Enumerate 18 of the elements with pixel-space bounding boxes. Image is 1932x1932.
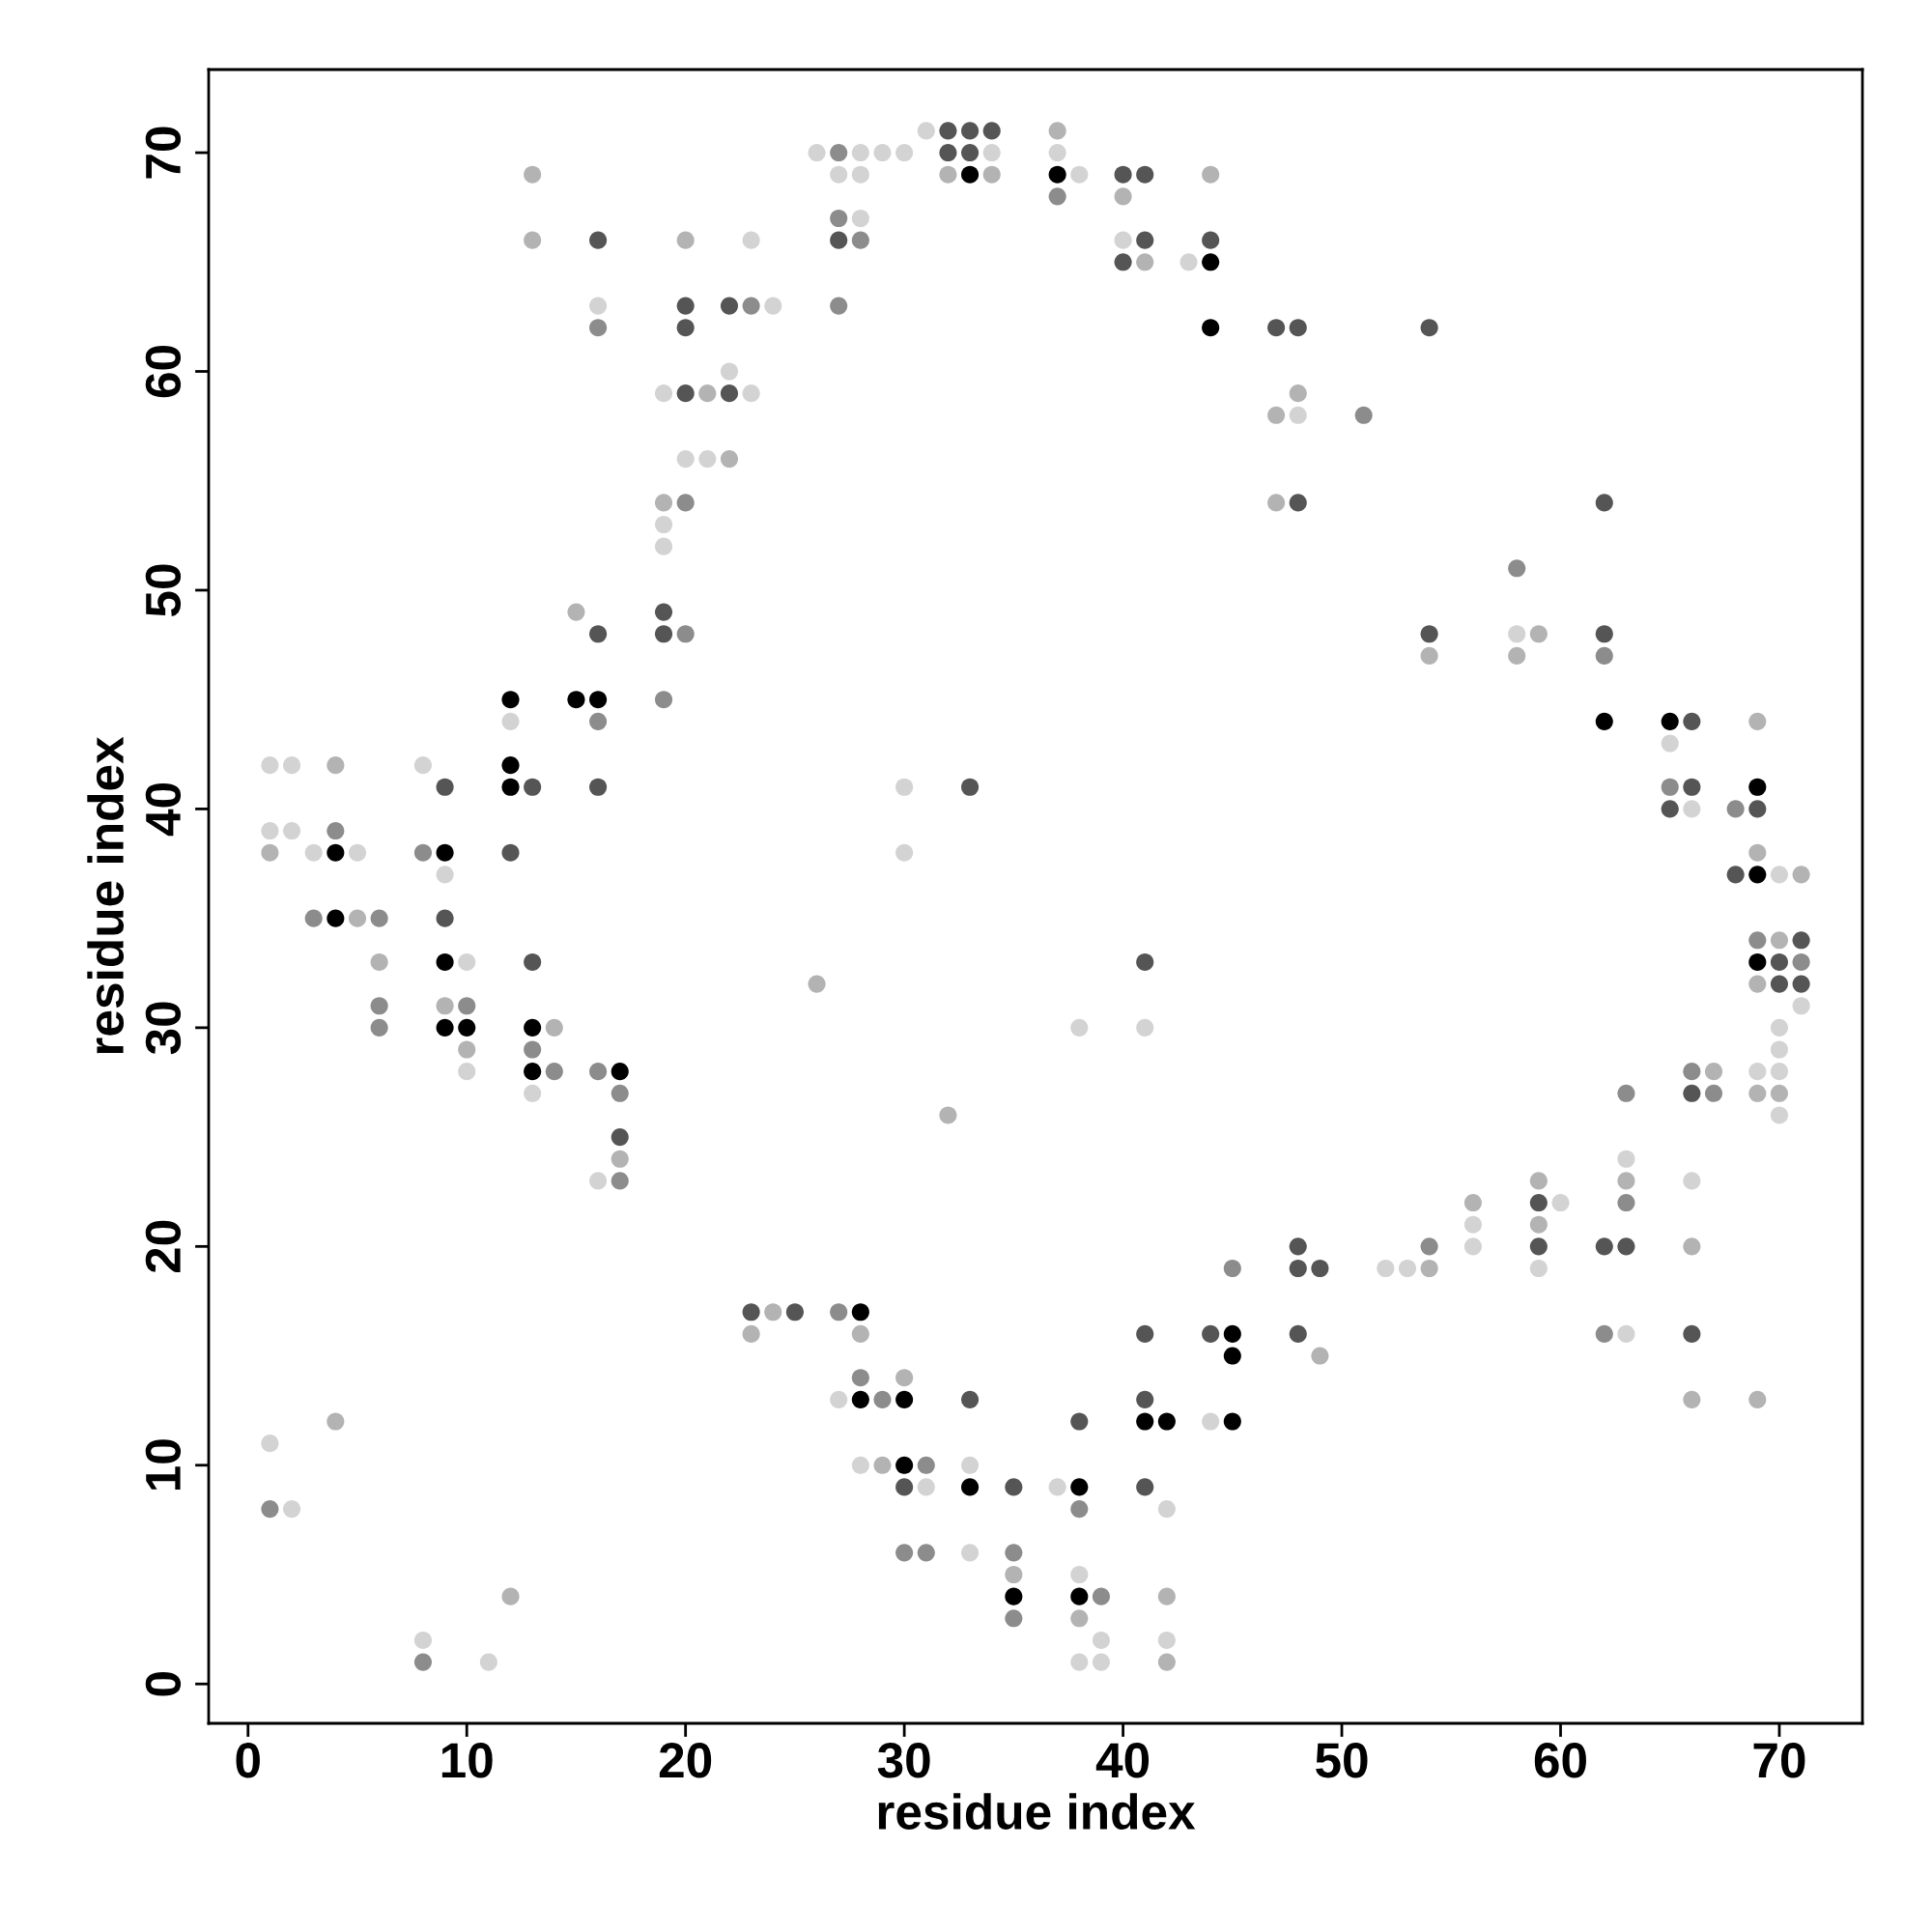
y-tick-label: 70	[145, 127, 182, 179]
y-tick-label: 30	[145, 1002, 182, 1055]
y-tick-label: 60	[145, 346, 182, 398]
x-tick-label: 40	[1095, 1743, 1150, 1778]
x-tick-label: 10	[441, 1743, 493, 1778]
x-tick-label: 70	[1753, 1743, 1805, 1778]
x-axis-title: residue index	[878, 1793, 1196, 1830]
x-tick-label: 60	[1534, 1743, 1586, 1778]
x-tick-label: 0	[236, 1743, 260, 1778]
x-tick-label: 50	[1316, 1743, 1368, 1778]
y-tick-label: 20	[145, 1220, 182, 1273]
x-tick-label: 30	[877, 1743, 930, 1778]
y-tick-label: 0	[145, 1672, 182, 1696]
y-tick-label: 10	[145, 1439, 182, 1491]
x-tick-label: 20	[659, 1743, 712, 1778]
y-axis-title: residue index	[87, 736, 125, 1054]
y-tick-label: 50	[145, 564, 182, 616]
y-tick-label: 40	[145, 782, 182, 837]
